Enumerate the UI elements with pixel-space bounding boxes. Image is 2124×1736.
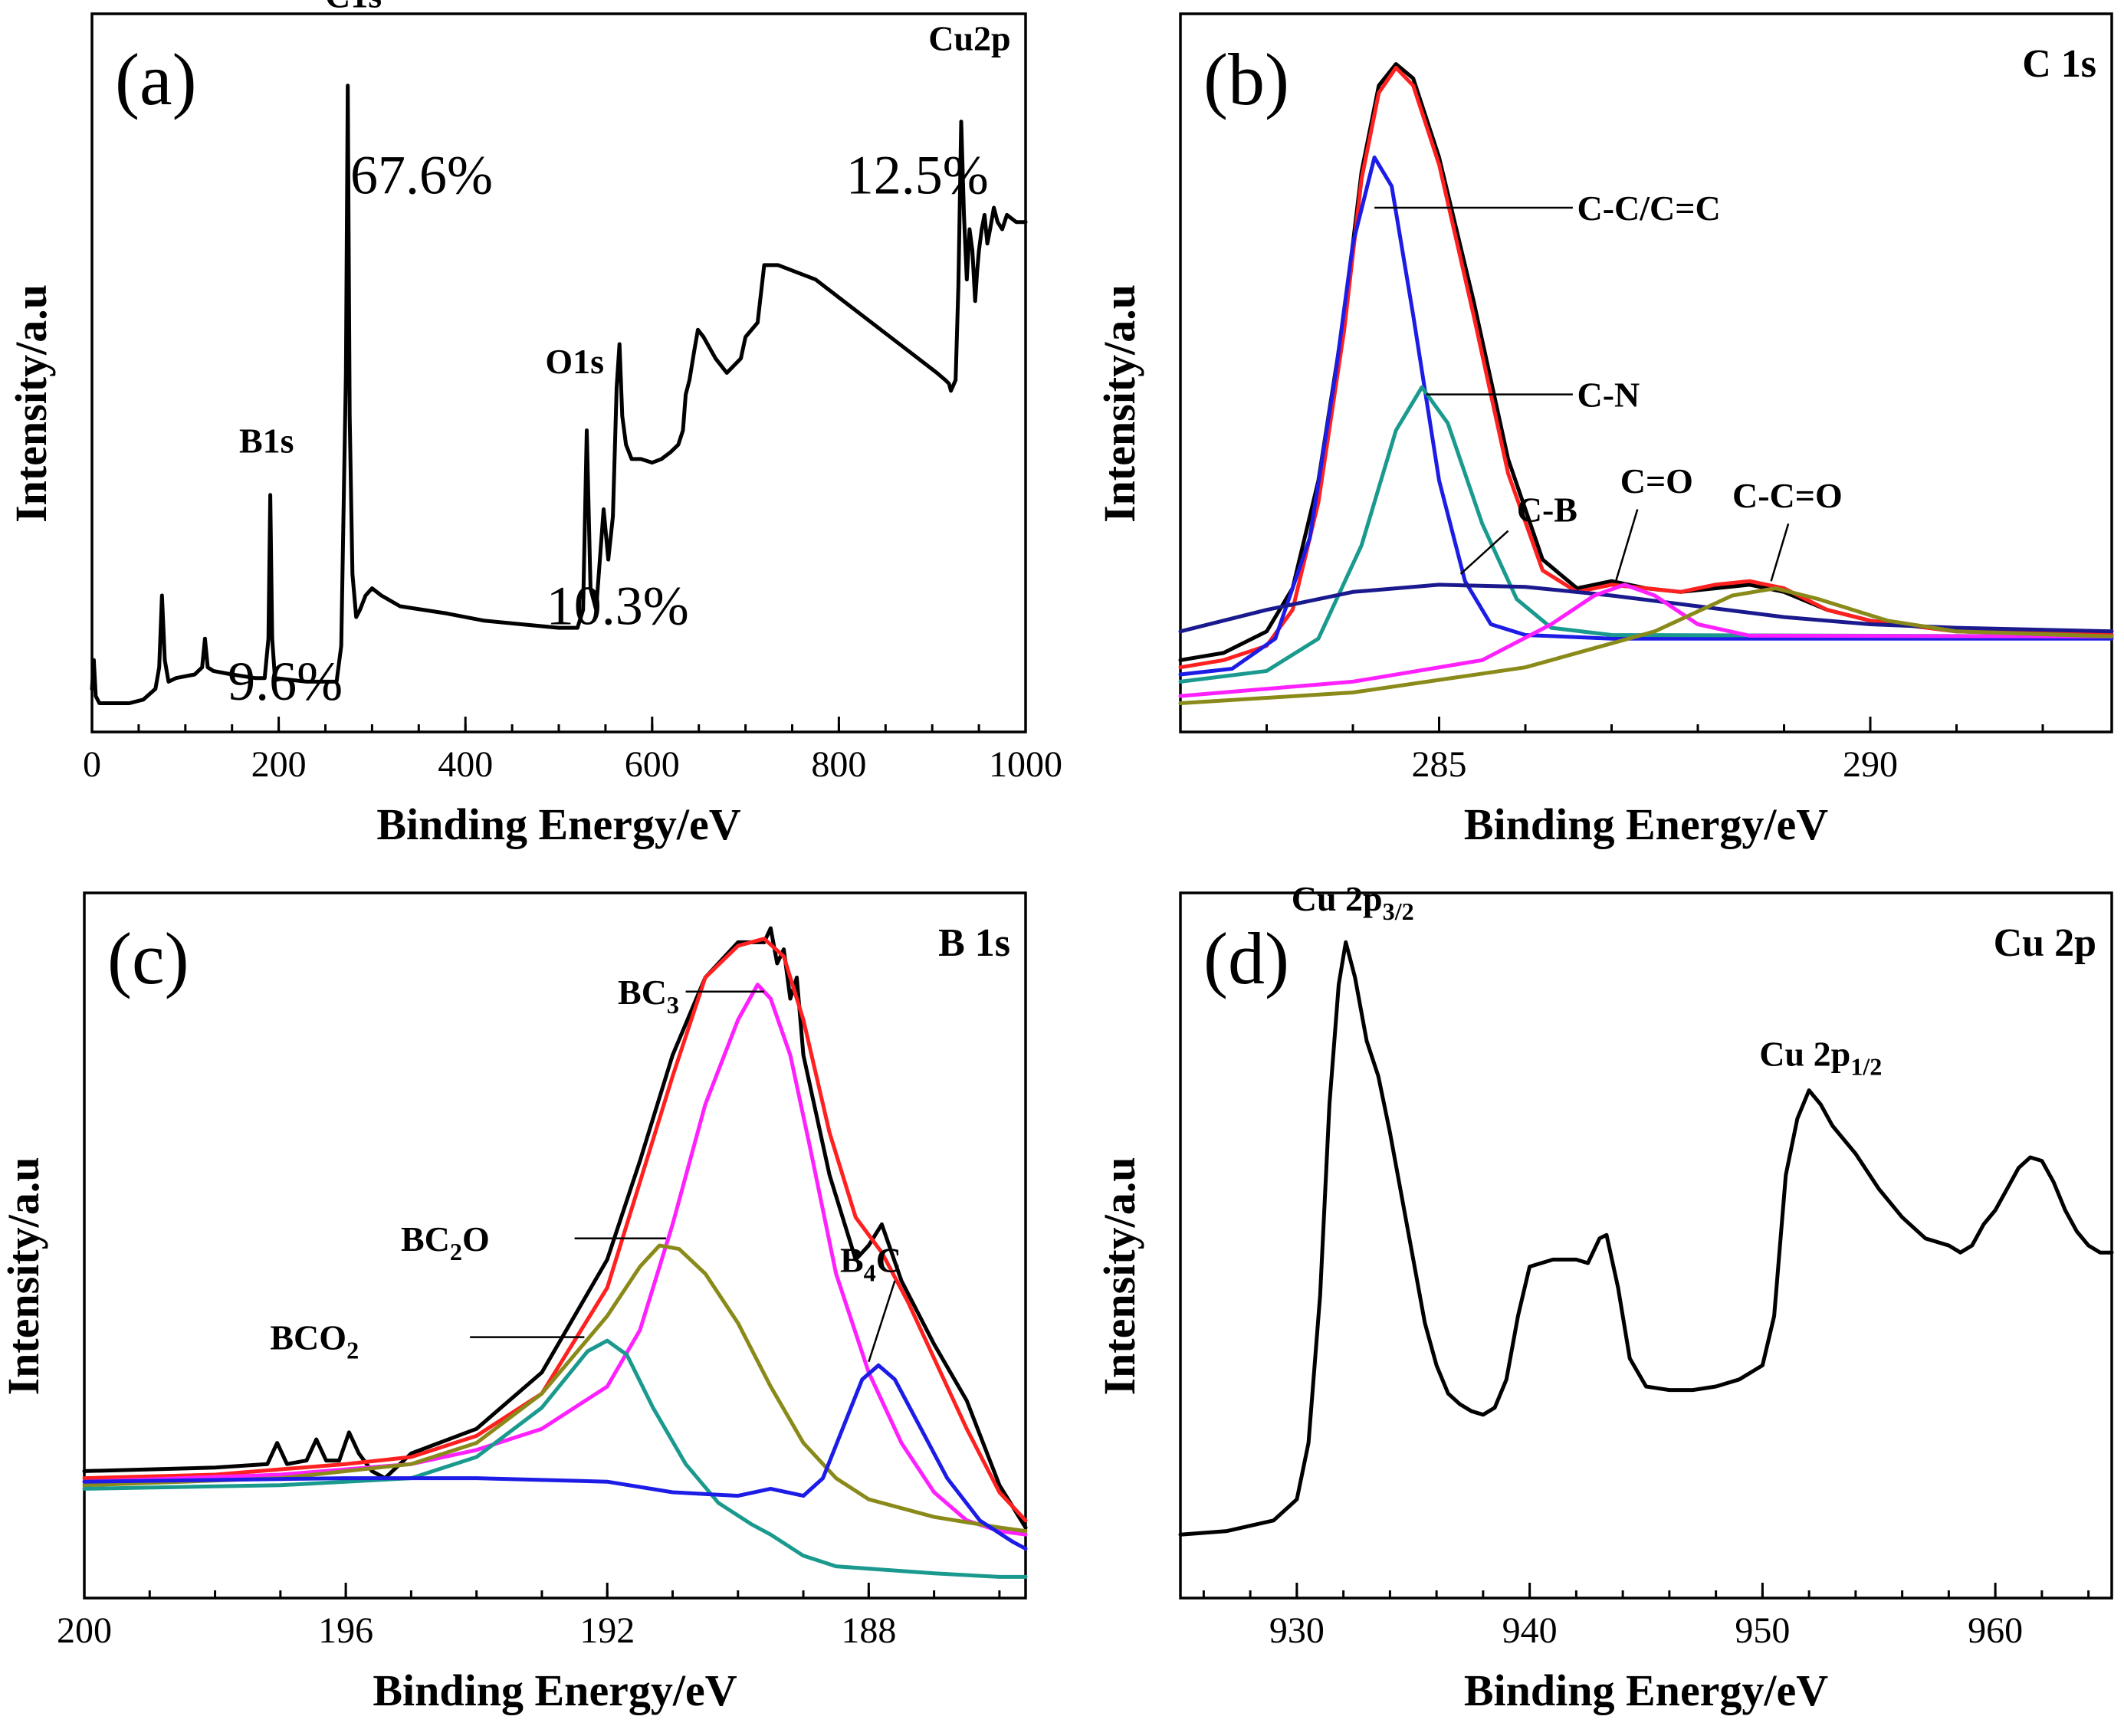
peak-label: C-N [1577, 376, 1640, 415]
panel-title: Cu 2p [1994, 921, 2096, 965]
series-survey [90, 84, 1028, 705]
y-axis-title: Intensity/a.u [1095, 284, 1144, 523]
series-bco2 [82, 1338, 1028, 1579]
series-fit [1178, 65, 2114, 670]
leader-line [1459, 530, 1509, 575]
x-tick-label: 285 [1412, 744, 1467, 785]
x-tick-label: 960 [1968, 1610, 2023, 1651]
peak-label: Cu 2p3/2 [1292, 879, 1414, 925]
plot-frame [83, 891, 1027, 1600]
percent-label: 12.5% [846, 144, 989, 205]
x-tick-label: 600 [625, 744, 680, 785]
x-tick-label: 200 [251, 744, 307, 785]
peak-label: BC2O [401, 1219, 490, 1265]
peak-label: C-C/C=C [1577, 189, 1721, 228]
peak-label: BC3 [618, 973, 679, 1019]
series-b4c [82, 1363, 1028, 1551]
peak-label: C-B [1517, 491, 1577, 530]
plot-frame [1179, 12, 2113, 733]
peak-label: B1s [239, 421, 294, 460]
peak-label: BCO2 [270, 1318, 359, 1364]
panel-letter: (a) [115, 38, 197, 120]
x-tick-label: 188 [841, 1610, 896, 1651]
leader-line [1770, 523, 1790, 582]
plot-frame [1179, 891, 2113, 1600]
peak-label: C-C=O [1732, 476, 1843, 515]
panel-letter: (b) [1203, 38, 1289, 120]
peak-label: B4C [840, 1240, 901, 1286]
panel-d: 930 940 950 960 Binding Energy/eV Intensity/a… [1095, 879, 2114, 1715]
series-fit [82, 937, 1028, 1523]
x-axis-title: Binding Energy/eV [1464, 799, 1828, 849]
series-bc2o [82, 1243, 1028, 1534]
x-axis-title: Binding Energy/eV [376, 799, 740, 849]
x-tick-label: 196 [318, 1610, 373, 1651]
peak-label: C=O [1620, 461, 1693, 500]
percent-label: 67.6% [350, 144, 493, 205]
panel-b: 285 290 Binding Energy/eV Intensity/a.u (b) C… [1095, 12, 2114, 849]
series-measured [82, 926, 1028, 1530]
x-tick-label: 930 [1269, 1610, 1325, 1651]
x-tick-label: 940 [1502, 1610, 1558, 1651]
panel-title: C 1s [2022, 42, 2096, 86]
panel-letter: (c) [107, 917, 189, 999]
x-tick-label: 1000 [989, 744, 1062, 785]
x-tick-label: 950 [1735, 1610, 1790, 1651]
y-axis-title: Intensity/a.u [1095, 1157, 1144, 1395]
percent-label: 10.3% [547, 575, 689, 636]
x-tick-label: 192 [579, 1610, 635, 1651]
series-c-b [1178, 582, 2114, 634]
x-tick-label: 200 [57, 1610, 112, 1651]
x-tick-label: 800 [811, 744, 866, 785]
percent-label: 9.6% [228, 651, 343, 712]
leader-line [868, 1280, 896, 1363]
panel-letter: (d) [1203, 917, 1289, 999]
x-tick-label: 290 [1843, 744, 1898, 785]
series-measured [1178, 62, 2114, 662]
x-axis-title: Binding Energy/eV [1464, 1665, 1828, 1715]
panel-a: 0 200 400 600 800 1000 Binding Energy/eV Intens… [6, 0, 1062, 849]
panel-c: 200 196 192 188 Binding Energy/eV Intensity/a… [0, 891, 1028, 1715]
peak-label: O1s [545, 342, 604, 381]
x-axis-title: Binding Energy/eV [373, 1665, 737, 1715]
series-cu-2p-spectrum [1178, 940, 2114, 1537]
series-c-o [1178, 582, 2114, 698]
y-axis-title: Intensity/a.u [0, 1157, 48, 1395]
leader-line [1614, 509, 1639, 582]
x-tick-label: 0 [83, 744, 101, 785]
peak-label: Cu 2p1/2 [1759, 1034, 1882, 1080]
panel-title: B 1s [938, 921, 1010, 965]
series-c-n [1178, 385, 2114, 684]
peak-label: C1s [325, 0, 382, 15]
x-tick-label: 400 [438, 744, 493, 785]
series-c-c-o [1178, 586, 2114, 705]
peak-label: Cu2p [928, 19, 1010, 58]
y-axis-title: Intensity/a.u [6, 284, 56, 523]
